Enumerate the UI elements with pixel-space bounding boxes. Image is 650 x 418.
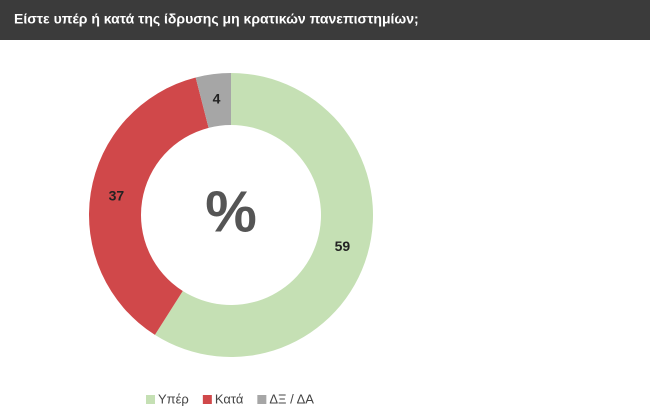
data-label: 4 <box>213 91 221 107</box>
chart-title: Είστε υπέρ ή κατά της ίδρυσης μη κρατικώ… <box>14 11 419 27</box>
legend-swatch <box>257 395 267 404</box>
data-label: 59 <box>335 238 351 254</box>
legend-swatch <box>146 395 155 404</box>
donut-slice <box>89 77 209 335</box>
center-label: % <box>205 179 257 244</box>
data-label: 37 <box>109 188 125 204</box>
legend-label: ΔΞ / ΔΑ <box>269 391 314 406</box>
legend-swatch <box>202 395 212 404</box>
title-bar <box>0 0 650 40</box>
donut-slice <box>154 73 374 357</box>
legend-label: Υπέρ <box>158 391 189 406</box>
legend-label: Κατά <box>215 391 244 406</box>
donut-slice <box>195 73 231 128</box>
